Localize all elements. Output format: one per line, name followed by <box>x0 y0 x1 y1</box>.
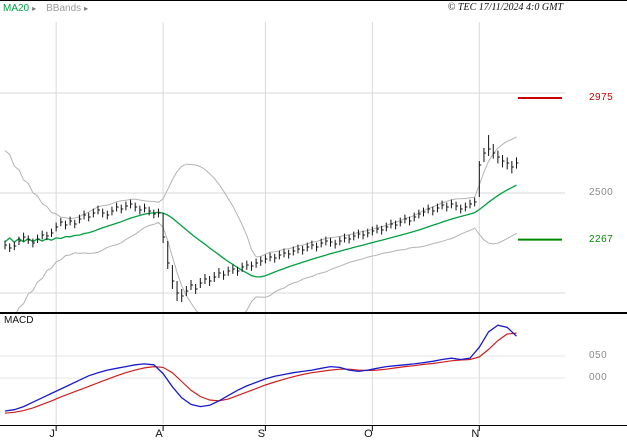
ma20-label: MA20 <box>3 3 30 14</box>
macd-tick-label: 000 <box>589 372 608 383</box>
macd-tick-label: 050 <box>589 350 608 361</box>
bollinger-upper-line <box>4 136 517 258</box>
bollinger-lower-line <box>16 221 517 312</box>
x-axis-month-label: J <box>49 428 55 440</box>
macd-line <box>4 324 517 412</box>
gridlines <box>0 22 565 431</box>
bbands-indicator-toggle[interactable]: BBands ▸ <box>46 3 88 14</box>
macd-panel-label: MACD <box>4 315 34 326</box>
bbands-label: BBands <box>46 3 82 14</box>
x-axis-month-label: O <box>364 428 373 440</box>
candlesticks <box>4 135 519 302</box>
price-macd-divider <box>0 312 627 314</box>
ma20-indicator-toggle[interactable]: MA20 ▸ <box>3 3 36 14</box>
chevron-right-icon: ▸ <box>84 3 89 13</box>
indicator-legend: MA20 ▸ BBands ▸ <box>3 3 88 14</box>
macd-panel <box>4 324 517 414</box>
xaxis-divider <box>0 425 627 426</box>
price-level-label: 2267 <box>589 233 614 245</box>
price-tick-label: 2500 <box>589 187 614 198</box>
x-axis-month-label: N <box>471 428 480 440</box>
macd-signal-line <box>4 332 517 414</box>
chevron-right-icon: ▸ <box>32 3 37 13</box>
x-axis-month-label: S <box>257 428 266 440</box>
price-level-label: 2975 <box>589 92 614 103</box>
price-panel <box>4 135 519 312</box>
ma20-line <box>4 184 517 278</box>
x-axis-month-label: A <box>155 428 163 440</box>
copyright-timestamp: © TEC 17/11/2024 4:0 GMT <box>447 2 563 13</box>
